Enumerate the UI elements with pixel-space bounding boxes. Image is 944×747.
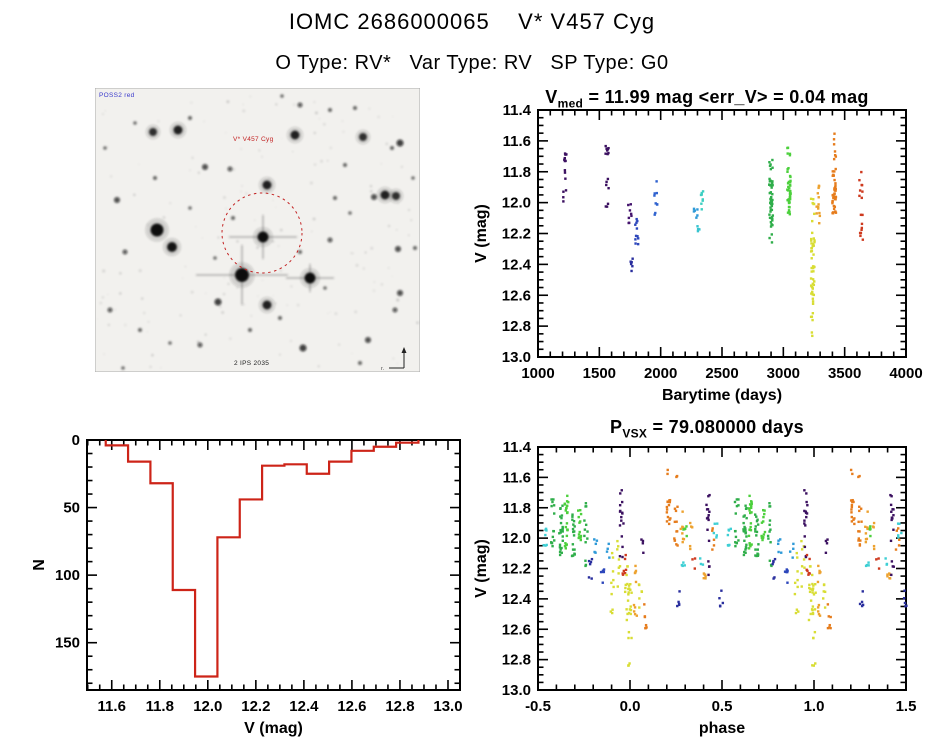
svg-text:12.8: 12.8: [502, 652, 531, 669]
finding-chart-image: POSS2 red V* V457 Cyg 2 IPS 2035 r.: [95, 88, 420, 372]
svg-text:12.8: 12.8: [502, 318, 531, 335]
x-axis-label: phase: [699, 720, 745, 737]
svg-text:12.0: 12.0: [193, 698, 222, 715]
svg-text:0.5: 0.5: [712, 698, 733, 715]
object-type-subtitle: O Type: RV* Var Type: RV SP Type: G0: [275, 52, 669, 74]
svg-text:r.: r.: [381, 366, 385, 372]
svg-text:12.6: 12.6: [502, 621, 531, 638]
svg-text:150: 150: [55, 635, 80, 652]
svg-text:11.8: 11.8: [146, 698, 174, 715]
svg-text:1500: 1500: [583, 365, 616, 382]
phase-folded-plot: -0.5 0.0 0.5 1.0 1.5 11.4 11.6 11.8 12.0 12.2 12.4…: [473, 439, 916, 737]
svg-text:1000: 1000: [521, 365, 554, 382]
svg-text:4000: 4000: [889, 365, 922, 382]
svg-text:1.0: 1.0: [804, 698, 825, 715]
svg-text:13.0: 13.0: [502, 349, 531, 366]
period-symbol: P: [610, 417, 623, 437]
axes: 11.6 11.8 12.0 12.2 12.4 12.6 12.8 13.0 0 50 100 15…: [31, 432, 463, 737]
coordinates-label: 2 IPS 2035: [234, 360, 269, 367]
vmed-subscript: med: [557, 96, 584, 111]
lightcurve-title: Vmed = 11.99 mag <err_V> = 0.04 mag: [470, 87, 944, 111]
svg-text:13.0: 13.0: [433, 698, 462, 715]
target-marker-circle: [221, 192, 303, 274]
vmed-value-text: = 11.99 mag <err_V> = 0.04 mag: [583, 87, 869, 107]
svg-text:0.0: 0.0: [620, 698, 641, 715]
x-axis-label: V (mag): [244, 720, 303, 737]
svg-text:11.6: 11.6: [503, 469, 531, 486]
svg-text:11.6: 11.6: [98, 698, 126, 715]
magnitude-histogram: 11.6 11.8 12.0 12.2 12.4 12.6 12.8 13.0 0 50 100 15…: [31, 432, 463, 737]
vmed-symbol: V: [545, 87, 558, 107]
stars: [103, 94, 417, 370]
compass-icon: r.: [381, 347, 407, 372]
svg-text:3000: 3000: [767, 365, 800, 382]
svg-text:12.4: 12.4: [289, 698, 319, 715]
svg-text:12.4: 12.4: [502, 591, 532, 608]
svg-text:0: 0: [72, 432, 80, 449]
svg-text:1.5: 1.5: [896, 698, 917, 715]
period-title: PVSX = 79.080000 days: [470, 417, 944, 441]
svg-text:-0.5: -0.5: [525, 698, 551, 715]
svg-text:12.6: 12.6: [337, 698, 366, 715]
svg-text:12.0: 12.0: [502, 195, 531, 212]
svg-text:12.8: 12.8: [385, 698, 414, 715]
svg-text:11.6: 11.6: [503, 133, 531, 150]
y-axis-label: V (mag): [473, 204, 490, 263]
data-points: [542, 468, 908, 667]
svg-text:2500: 2500: [705, 365, 738, 382]
svg-text:50: 50: [63, 500, 80, 517]
svg-text:12.2: 12.2: [241, 698, 270, 715]
y-axis-label: N: [31, 559, 48, 571]
svg-text:12.4: 12.4: [502, 256, 532, 273]
y-axis-label: V (mag): [473, 539, 490, 598]
svg-text:12.0: 12.0: [502, 530, 531, 547]
survey-label: POSS2 red: [99, 92, 135, 99]
period-value-text: = 79.080000 days: [647, 417, 804, 437]
histogram-outline: [104, 440, 420, 678]
page-title: IOMC 2686000065 V* V457 Cyg: [288, 9, 656, 34]
svg-text:2000: 2000: [644, 365, 677, 382]
data-points: [562, 132, 865, 338]
svg-text:11.8: 11.8: [503, 500, 531, 517]
svg-text:12.2: 12.2: [502, 226, 531, 243]
svg-text:100: 100: [55, 567, 80, 584]
svg-text:11.8: 11.8: [503, 164, 531, 181]
x-axis-label: Barytime (days): [662, 387, 782, 404]
target-name-label: V* V457 Cyg: [233, 136, 274, 143]
svg-text:11.4: 11.4: [503, 102, 532, 119]
axes: 1000 1500 2000 2500 3000 3500 4000 11.4 11.6 11.8…: [473, 102, 923, 404]
lightcurve-plot: 1000 1500 2000 2500 3000 3500 4000 11.4 11.6 11.8…: [473, 102, 923, 404]
svg-text:12.6: 12.6: [502, 287, 531, 304]
svg-text:11.4: 11.4: [503, 439, 532, 456]
period-subscript: VSX: [622, 426, 648, 441]
svg-text:12.2: 12.2: [502, 561, 531, 578]
svg-text:13.0: 13.0: [502, 682, 531, 699]
axes: -0.5 0.0 0.5 1.0 1.5 11.4 11.6 11.8 12.0 12.2 12.4…: [473, 439, 916, 737]
svg-text:3500: 3500: [828, 365, 861, 382]
